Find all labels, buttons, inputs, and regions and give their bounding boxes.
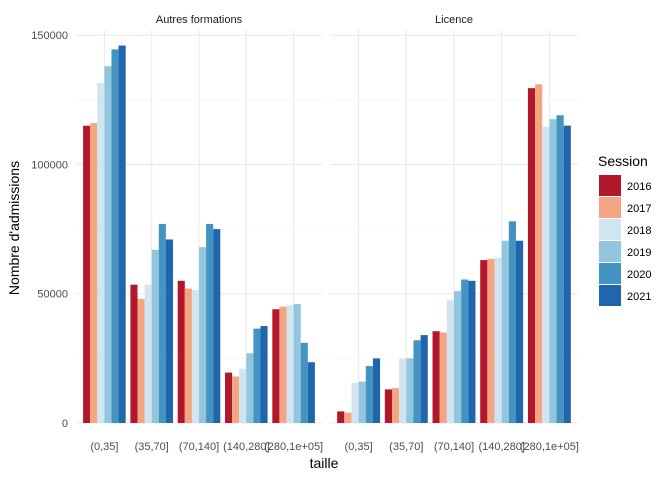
x-tick-label: (0,35] (90, 441, 118, 453)
bar (151, 249, 159, 423)
bar (199, 247, 207, 423)
legend-key (599, 263, 621, 284)
legend-label: 2021 (627, 291, 651, 303)
legend-label: 2018 (627, 225, 651, 237)
bar (420, 335, 428, 423)
x-axis-title: taille (310, 455, 339, 471)
bar (307, 362, 315, 423)
bar (165, 239, 173, 423)
bar (83, 125, 91, 423)
bar (118, 45, 126, 423)
bar (111, 49, 119, 423)
legend-key (599, 219, 621, 240)
bar (232, 376, 240, 423)
legend-label: 2019 (627, 247, 651, 259)
legend-key (599, 197, 621, 218)
bar (454, 291, 462, 423)
legend-label: 2020 (627, 269, 651, 281)
bar (104, 66, 112, 423)
bar (260, 326, 268, 423)
bar (177, 280, 185, 423)
bar (358, 381, 366, 423)
bar (337, 411, 345, 423)
x-tick-label: (70,140] (179, 441, 219, 453)
y-tick-label: 100000 (31, 159, 68, 171)
bar (549, 119, 557, 423)
bar (563, 125, 571, 423)
bar (90, 123, 98, 423)
bar (191, 289, 199, 423)
bar (365, 366, 373, 423)
legend-key (599, 285, 621, 306)
bar (487, 258, 495, 423)
bar (351, 382, 359, 423)
panel-title: Autres formations (156, 14, 243, 26)
bar (494, 257, 502, 423)
bar (508, 221, 516, 423)
bar (406, 358, 414, 423)
bar (392, 388, 400, 423)
x-tick-label: (35,70] (389, 441, 423, 453)
bar (158, 223, 166, 423)
bar (432, 331, 440, 423)
bar (501, 240, 509, 423)
y-axis: 0 50000 100000 150000 (31, 30, 68, 430)
bar (461, 279, 469, 423)
x-tick-label: (280,1e+05] (264, 441, 323, 453)
y-tick-label: 150000 (31, 30, 68, 42)
legend-label: 2017 (627, 203, 651, 215)
x-tick-label: (35,70] (135, 441, 169, 453)
bar (516, 240, 524, 423)
bar (468, 280, 476, 423)
x-tick-label: (280,1e+05] (520, 441, 579, 453)
bar (399, 358, 407, 423)
bar (97, 83, 105, 423)
bar (372, 358, 381, 423)
bar (144, 284, 152, 423)
bar (130, 284, 138, 423)
panel-title: Licence (435, 14, 473, 26)
bar (384, 389, 392, 423)
panels: Autres formations (0,35] (35,70] (70,140] (1… (76, 14, 579, 453)
bar (225, 372, 233, 423)
x-tick-label: (140,280] (223, 441, 269, 453)
bar (300, 342, 308, 423)
y-axis-title: Nombre d'admissions (6, 161, 22, 295)
bar (279, 306, 287, 423)
bar (542, 126, 550, 424)
legend-title: Session (598, 153, 648, 169)
bar (293, 304, 301, 423)
bar (535, 84, 543, 424)
panel-1: Autres formations (0,35] (35,70] (70,140] (1… (76, 14, 323, 453)
legend-key (599, 241, 621, 262)
x-tick-label: (70,140] (434, 441, 474, 453)
bar (556, 115, 564, 423)
panel-2: Licence (0,35] (35,70] (70,140] (140,280](28… (330, 14, 579, 453)
legend-label: 2016 (627, 181, 651, 193)
bar (213, 229, 221, 423)
bar (527, 88, 536, 424)
bar (137, 298, 145, 423)
x-tick-label: (140,280] (478, 441, 524, 453)
bar (184, 288, 192, 423)
bar (206, 223, 214, 423)
bar (286, 305, 294, 423)
x-tick-label: (0,35] (345, 441, 373, 453)
bar (480, 260, 488, 423)
bar (239, 368, 247, 423)
legend-key (599, 175, 621, 196)
bar (272, 309, 280, 423)
bar (246, 353, 254, 423)
legend: Session 2016 2017 2018 2019 2020 2021 (598, 153, 651, 306)
bar (413, 340, 421, 423)
bar (253, 328, 261, 423)
bar (439, 332, 447, 423)
bar (446, 300, 454, 423)
y-tick-label: 0 (62, 418, 68, 430)
y-tick-label: 50000 (37, 289, 68, 301)
bar (344, 412, 352, 423)
